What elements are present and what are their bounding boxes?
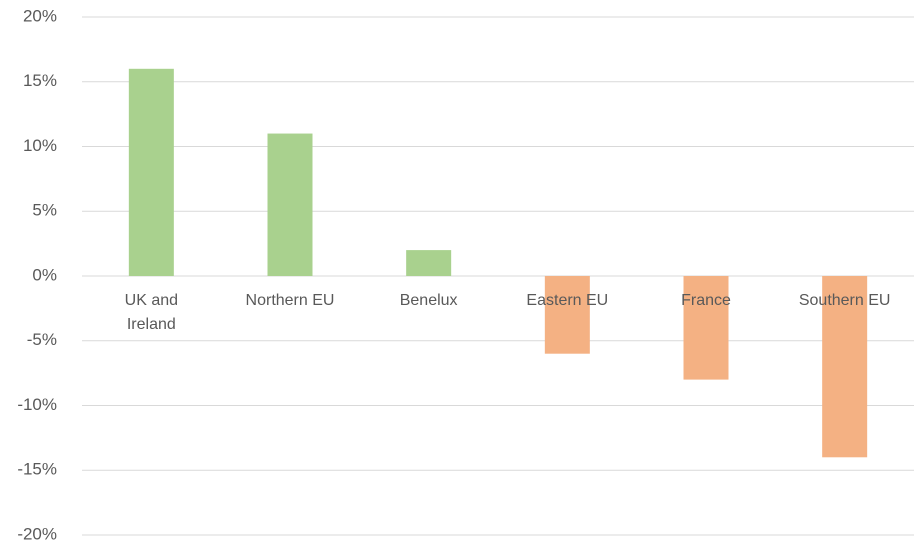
- x-tick-label: Northern EU: [245, 292, 335, 309]
- y-tick-label: 0%: [32, 265, 57, 284]
- x-tick-label: France: [681, 292, 731, 309]
- bar: [267, 133, 313, 276]
- x-tick-label: Southern EU: [798, 292, 891, 309]
- x-tick-label: Eastern EU: [526, 292, 609, 309]
- y-tick-label: 5%: [32, 201, 57, 220]
- y-tick-label: -15%: [17, 460, 57, 479]
- bar: [683, 276, 729, 380]
- y-tick-label: 15%: [23, 71, 57, 90]
- y-tick-label: 10%: [23, 136, 57, 155]
- bar: [822, 276, 868, 458]
- bar: [406, 250, 452, 276]
- y-tick-label: -5%: [27, 330, 57, 349]
- x-tick-label: UK and Ireland: [124, 292, 179, 333]
- x-tick-label: Benelux: [399, 292, 458, 309]
- y-tick-label: -20%: [17, 524, 57, 543]
- y-tick-label: 20%: [23, 6, 57, 25]
- bar: [544, 276, 590, 354]
- y-tick-label: -10%: [17, 395, 57, 414]
- bar: [128, 68, 174, 276]
